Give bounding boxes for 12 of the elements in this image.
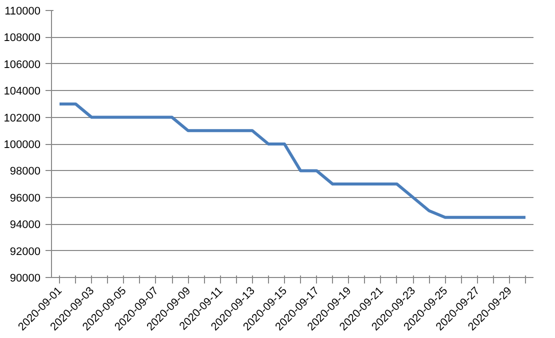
- y-tick-label: 98000: [10, 166, 41, 178]
- y-tick-label: 90000: [10, 272, 41, 284]
- y-tick-label: 110000: [4, 6, 40, 18]
- y-tick-label: 106000: [4, 58, 41, 71]
- line-series: [58, 102, 527, 219]
- y-tick-label: 108000: [4, 32, 41, 44]
- y-tick-label: 104000: [4, 86, 41, 98]
- y-tick-label: 92000: [10, 246, 41, 258]
- y-tick-label: 96000: [10, 192, 41, 204]
- y-tick-label: 100000: [4, 139, 41, 151]
- y-tick-label: 102000: [4, 112, 41, 124]
- y-tick-label: 94000: [10, 219, 41, 232]
